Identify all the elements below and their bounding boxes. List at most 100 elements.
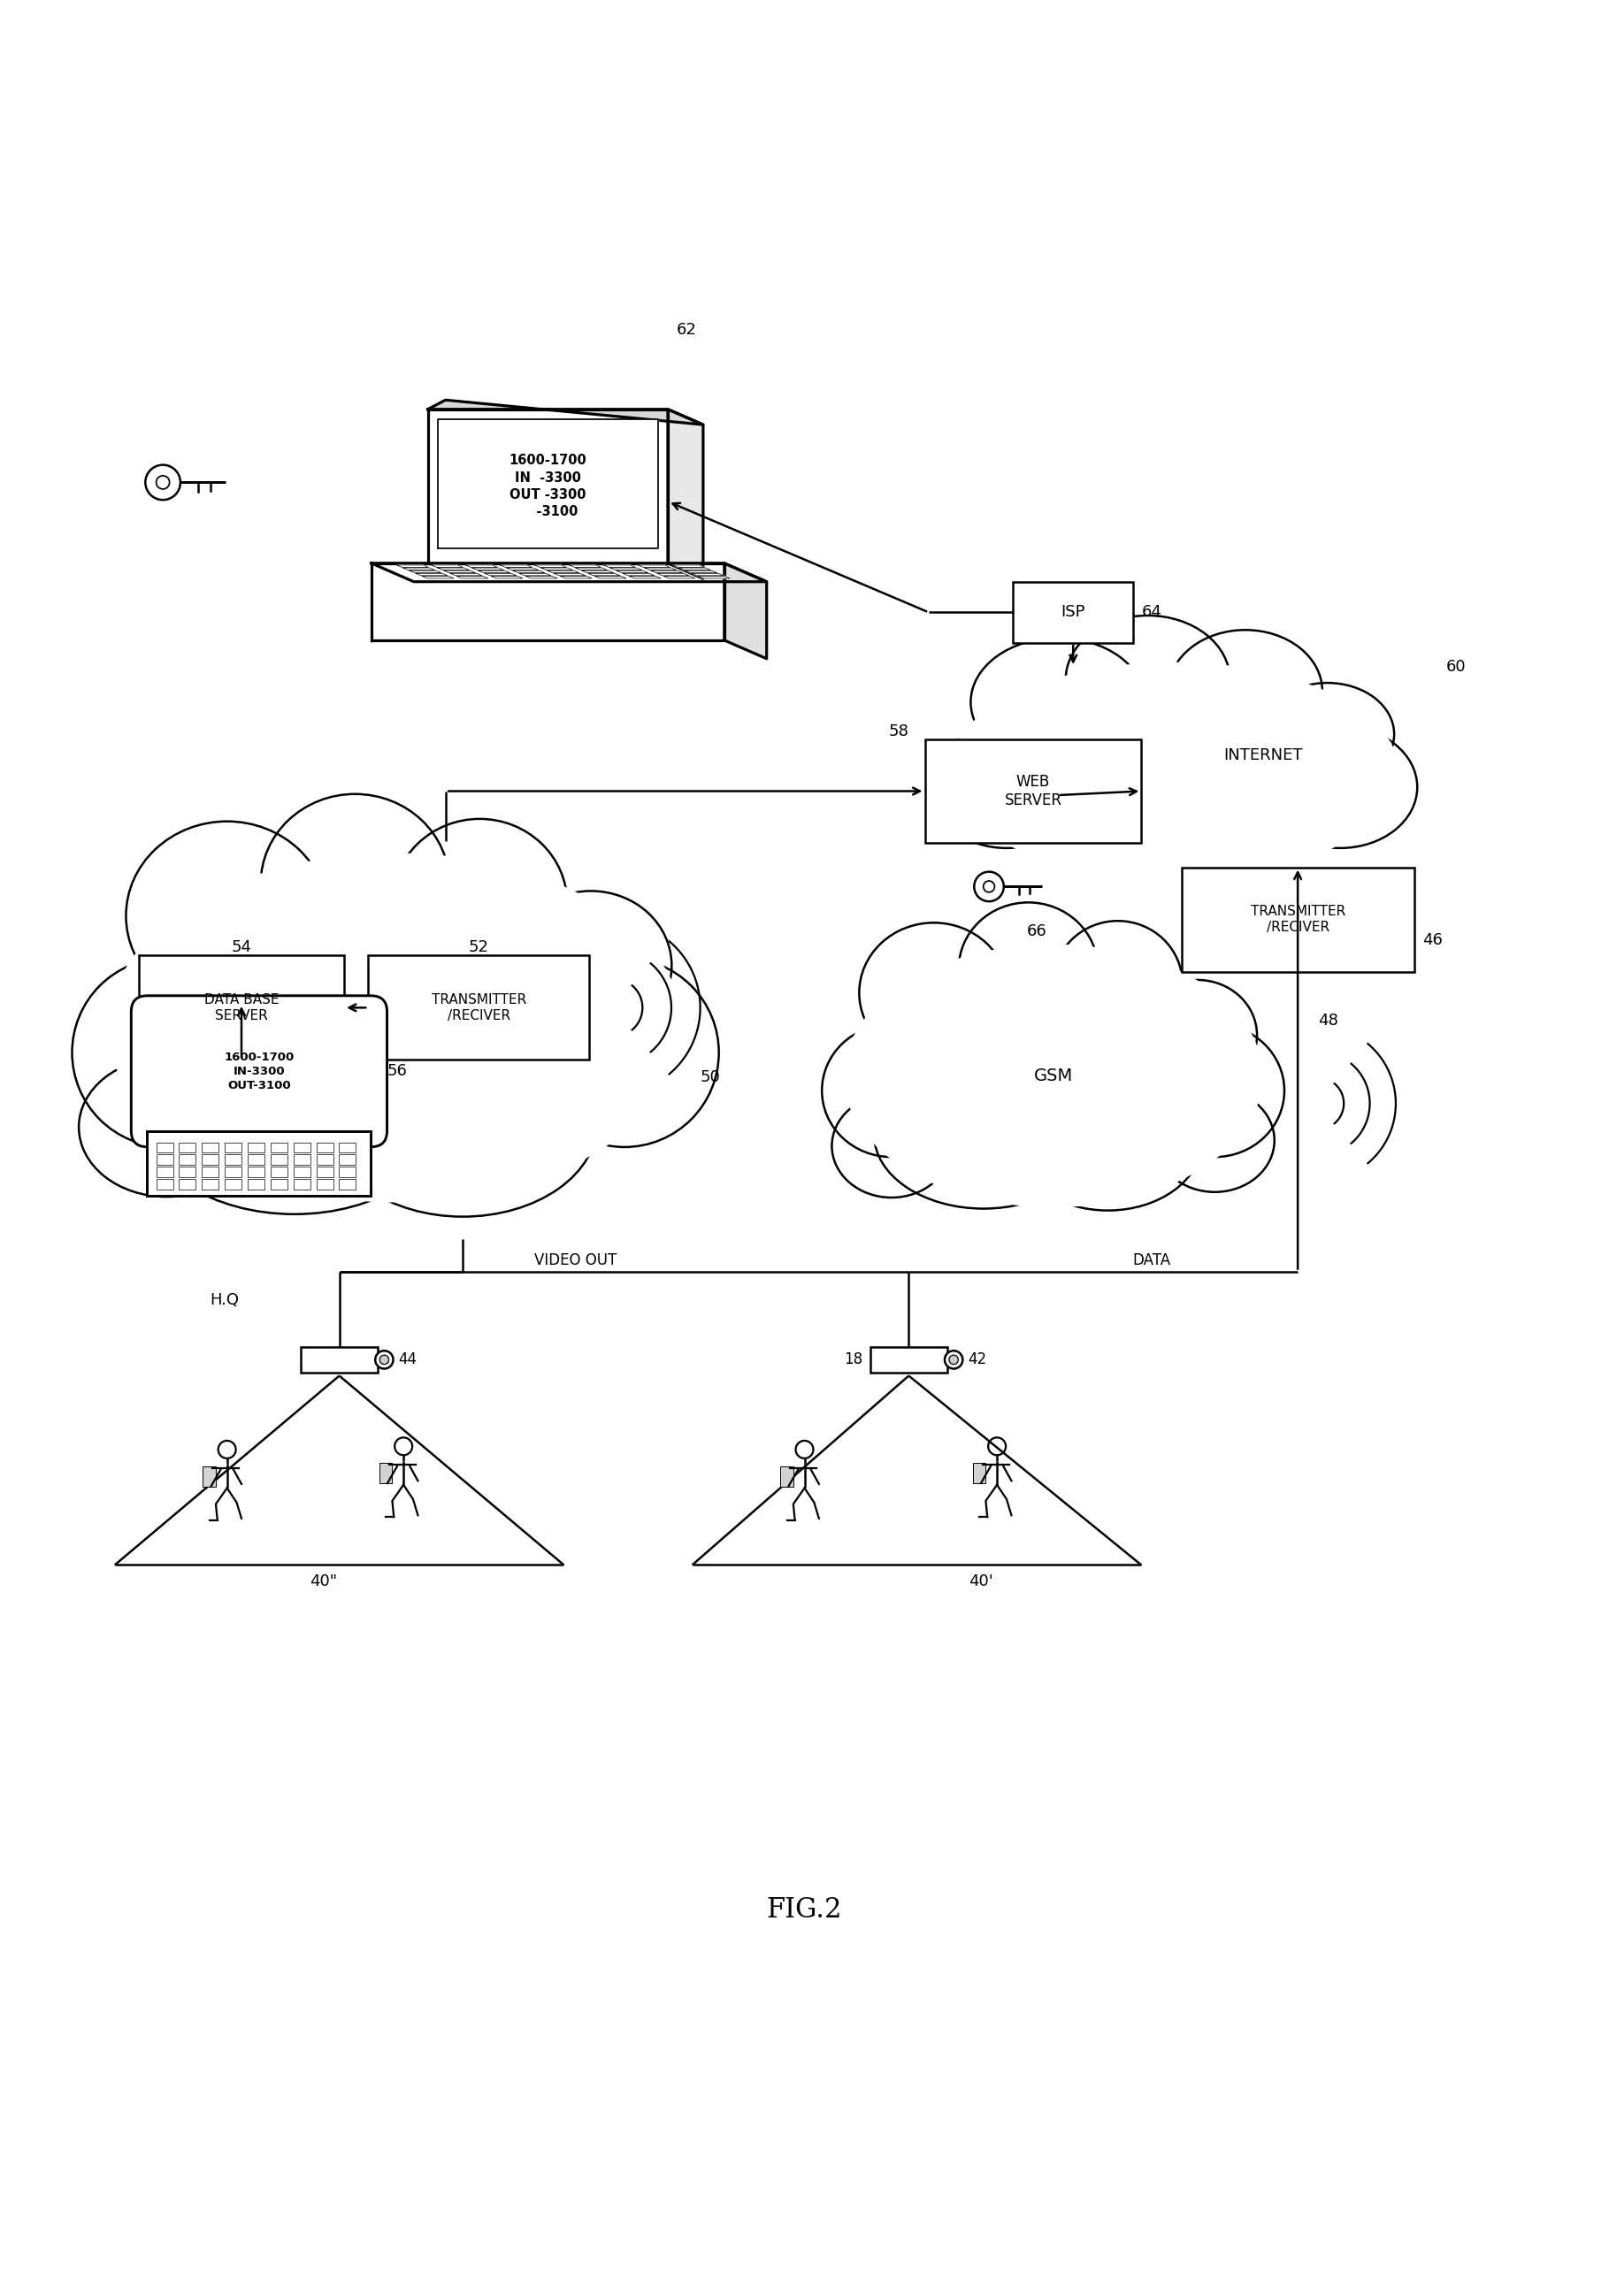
Ellipse shape bbox=[822, 1024, 961, 1157]
FancyBboxPatch shape bbox=[317, 1155, 333, 1164]
Polygon shape bbox=[372, 563, 724, 641]
Text: 50: 50 bbox=[700, 1070, 721, 1086]
Text: 1600-1700
IN-3300
OUT-3100: 1600-1700 IN-3300 OUT-3100 bbox=[224, 1052, 294, 1091]
FancyBboxPatch shape bbox=[156, 1143, 172, 1153]
FancyBboxPatch shape bbox=[870, 1348, 948, 1373]
Ellipse shape bbox=[864, 983, 1064, 1162]
Text: TRANSMITTER
/RECIVER: TRANSMITTER /RECIVER bbox=[1250, 905, 1345, 934]
Circle shape bbox=[380, 1355, 389, 1364]
Ellipse shape bbox=[832, 1095, 951, 1199]
FancyBboxPatch shape bbox=[248, 1178, 264, 1189]
Text: 1600-1700
IN  -3300
OUT -3300
    -3100: 1600-1700 IN -3300 OUT -3300 -3100 bbox=[508, 455, 587, 519]
Polygon shape bbox=[372, 563, 766, 581]
Ellipse shape bbox=[126, 822, 328, 1010]
Text: 62: 62 bbox=[676, 321, 697, 338]
FancyBboxPatch shape bbox=[248, 1155, 264, 1164]
Ellipse shape bbox=[975, 693, 1191, 847]
FancyBboxPatch shape bbox=[203, 1467, 216, 1486]
FancyBboxPatch shape bbox=[293, 1178, 311, 1189]
Ellipse shape bbox=[510, 891, 671, 1040]
Ellipse shape bbox=[1168, 629, 1323, 751]
Ellipse shape bbox=[143, 1015, 446, 1215]
FancyBboxPatch shape bbox=[780, 1467, 793, 1486]
FancyBboxPatch shape bbox=[138, 955, 344, 1061]
Ellipse shape bbox=[930, 726, 1083, 847]
Ellipse shape bbox=[859, 923, 1009, 1063]
Text: 40': 40' bbox=[969, 1573, 993, 1589]
FancyBboxPatch shape bbox=[132, 996, 388, 1148]
FancyBboxPatch shape bbox=[248, 1143, 264, 1153]
FancyBboxPatch shape bbox=[339, 1166, 356, 1178]
FancyBboxPatch shape bbox=[317, 1166, 333, 1178]
Ellipse shape bbox=[924, 974, 1183, 1178]
Polygon shape bbox=[668, 409, 703, 579]
Ellipse shape bbox=[531, 957, 719, 1148]
FancyBboxPatch shape bbox=[1014, 581, 1133, 643]
Text: DATA: DATA bbox=[1133, 1251, 1170, 1267]
Text: 42: 42 bbox=[967, 1352, 986, 1368]
FancyBboxPatch shape bbox=[339, 1143, 356, 1153]
Ellipse shape bbox=[1155, 1088, 1274, 1192]
Ellipse shape bbox=[1054, 921, 1183, 1047]
Text: 56: 56 bbox=[388, 1063, 407, 1079]
Ellipse shape bbox=[79, 1058, 254, 1196]
FancyBboxPatch shape bbox=[339, 1178, 356, 1189]
FancyBboxPatch shape bbox=[925, 739, 1141, 843]
Ellipse shape bbox=[109, 854, 682, 1201]
FancyBboxPatch shape bbox=[201, 1166, 219, 1178]
FancyBboxPatch shape bbox=[156, 1178, 172, 1189]
Polygon shape bbox=[724, 563, 766, 659]
Text: 66: 66 bbox=[1027, 923, 1047, 939]
Ellipse shape bbox=[1261, 682, 1393, 785]
Ellipse shape bbox=[328, 1029, 597, 1217]
Text: 40": 40" bbox=[309, 1573, 336, 1589]
Text: VIDEO OUT: VIDEO OUT bbox=[534, 1251, 618, 1267]
Circle shape bbox=[949, 1355, 959, 1364]
FancyBboxPatch shape bbox=[201, 1155, 219, 1164]
Ellipse shape bbox=[959, 902, 1097, 1035]
Text: 44: 44 bbox=[399, 1352, 417, 1368]
Polygon shape bbox=[428, 409, 668, 563]
Ellipse shape bbox=[1138, 980, 1257, 1091]
FancyBboxPatch shape bbox=[301, 1348, 378, 1373]
FancyBboxPatch shape bbox=[179, 1143, 196, 1153]
Ellipse shape bbox=[1155, 693, 1371, 847]
FancyBboxPatch shape bbox=[270, 1178, 288, 1189]
Ellipse shape bbox=[1146, 1024, 1284, 1157]
FancyBboxPatch shape bbox=[339, 1155, 356, 1164]
Polygon shape bbox=[438, 418, 658, 549]
Text: H.Q: H.Q bbox=[211, 1293, 240, 1309]
Ellipse shape bbox=[874, 1061, 1093, 1208]
FancyBboxPatch shape bbox=[317, 1143, 333, 1153]
Ellipse shape bbox=[389, 898, 658, 1148]
Ellipse shape bbox=[261, 794, 449, 974]
Text: DATA BASE
SERVER: DATA BASE SERVER bbox=[204, 994, 278, 1022]
FancyBboxPatch shape bbox=[201, 1178, 219, 1189]
FancyBboxPatch shape bbox=[225, 1166, 241, 1178]
FancyBboxPatch shape bbox=[156, 1166, 172, 1178]
Ellipse shape bbox=[1263, 726, 1418, 847]
Ellipse shape bbox=[1014, 1070, 1202, 1210]
Ellipse shape bbox=[72, 957, 261, 1148]
FancyBboxPatch shape bbox=[225, 1143, 241, 1153]
Text: GSM: GSM bbox=[1033, 1068, 1073, 1084]
FancyBboxPatch shape bbox=[270, 1155, 288, 1164]
FancyBboxPatch shape bbox=[1181, 868, 1414, 971]
Text: 58: 58 bbox=[888, 723, 909, 739]
FancyBboxPatch shape bbox=[225, 1178, 241, 1189]
FancyBboxPatch shape bbox=[270, 1143, 288, 1153]
Ellipse shape bbox=[1043, 983, 1242, 1162]
Text: 64: 64 bbox=[1141, 604, 1162, 620]
Text: 60: 60 bbox=[1446, 659, 1466, 675]
FancyBboxPatch shape bbox=[270, 1166, 288, 1178]
Text: 52: 52 bbox=[468, 939, 489, 955]
FancyBboxPatch shape bbox=[293, 1143, 311, 1153]
FancyBboxPatch shape bbox=[293, 1155, 311, 1164]
FancyBboxPatch shape bbox=[973, 1463, 986, 1483]
FancyBboxPatch shape bbox=[156, 1155, 172, 1164]
Text: INTERNET: INTERNET bbox=[1224, 746, 1303, 762]
FancyBboxPatch shape bbox=[179, 1166, 196, 1178]
FancyBboxPatch shape bbox=[179, 1178, 196, 1189]
Ellipse shape bbox=[1065, 615, 1229, 744]
FancyBboxPatch shape bbox=[201, 1143, 219, 1153]
